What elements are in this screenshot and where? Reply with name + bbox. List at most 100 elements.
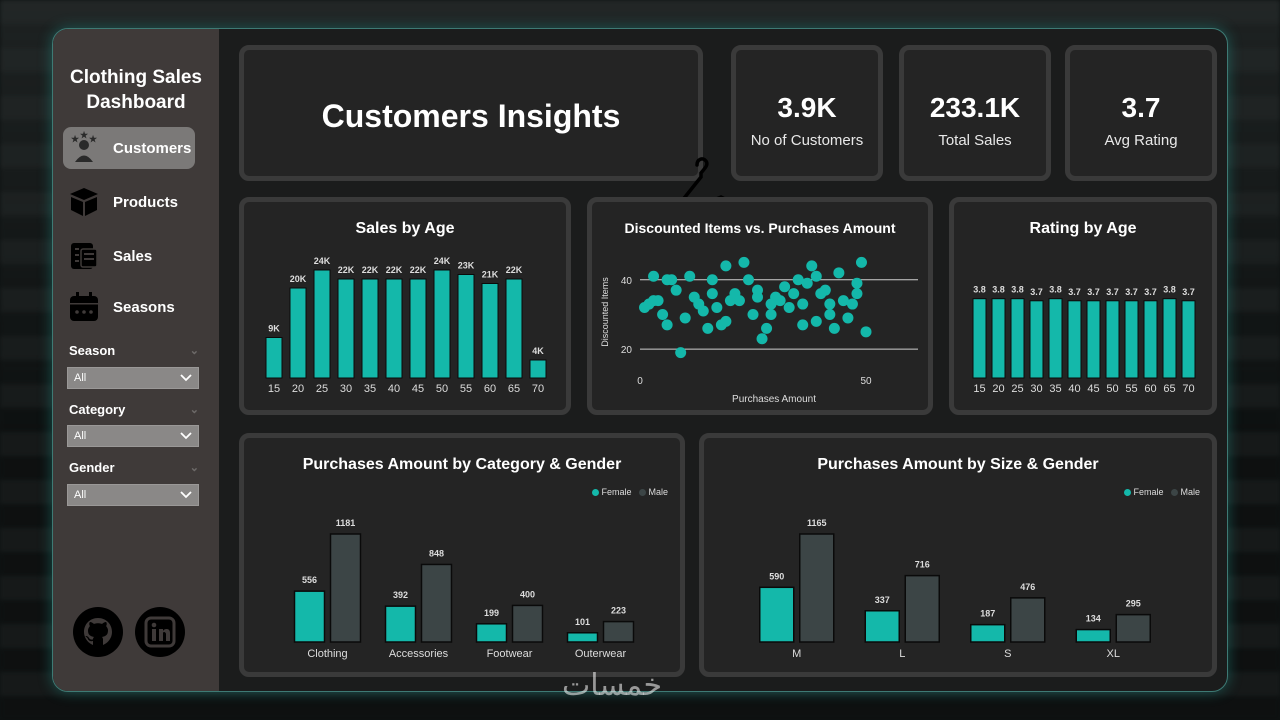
data-label: 223 <box>611 606 626 616</box>
data-label: 22K <box>506 265 523 275</box>
tick-label: 70 <box>1182 383 1194 395</box>
data-label: 400 <box>520 589 535 599</box>
bar <box>1181 300 1196 379</box>
nav-item-customers[interactable]: ★ ★ ★ Customers <box>63 127 195 169</box>
chevron-down-icon[interactable]: ⌄ <box>189 404 199 416</box>
scatter-point <box>842 312 854 324</box>
chevron-down-icon[interactable]: ⌄ <box>189 462 199 474</box>
brand-title: Clothing Sales Dashboard <box>53 65 219 115</box>
scatter-point <box>833 267 845 279</box>
data-label: 22K <box>386 265 403 275</box>
github-icon[interactable] <box>73 607 123 657</box>
scatter-point <box>810 270 822 282</box>
legend-male[interactable]: Male <box>1171 487 1200 497</box>
data-label: 295 <box>1126 599 1141 609</box>
legend-label: Female <box>601 487 632 497</box>
data-label: 3.8 <box>1163 285 1176 295</box>
chart-title: Purchases Amount by Category & Gender <box>302 456 622 473</box>
gender-select[interactable]: All <box>67 484 199 506</box>
legend-dot <box>1124 489 1132 497</box>
data-label: 101 <box>575 617 590 627</box>
data-label: 199 <box>484 608 499 618</box>
data-label: 337 <box>875 595 890 605</box>
scatter-point <box>783 302 795 314</box>
scatter-point <box>788 288 800 300</box>
bar <box>409 278 427 379</box>
kpi-label: No of Customers <box>750 132 864 149</box>
chevron-down-icon <box>180 491 192 499</box>
tick-label: 50 <box>436 383 448 395</box>
scatter-point <box>792 274 804 286</box>
scatter-point <box>860 326 872 338</box>
bar <box>1124 300 1139 379</box>
gender-select-value: All <box>74 489 87 501</box>
scatter-point <box>801 277 813 289</box>
tick-label: 20 <box>621 345 633 356</box>
tick-label: 40 <box>1068 383 1080 395</box>
tick-label: 15 <box>973 383 985 395</box>
tick-label: 35 <box>364 383 376 395</box>
nav-item-seasons[interactable]: Seasons <box>63 286 195 328</box>
bar-male <box>329 533 362 643</box>
tick-label: 45 <box>412 383 424 395</box>
tick-label: Accessories <box>389 648 449 660</box>
svg-text:★: ★ <box>89 134 98 144</box>
nav-item-sales[interactable]: Sales <box>63 235 195 277</box>
bar-male <box>904 574 940 643</box>
season-select[interactable]: All <box>67 367 199 389</box>
data-label: 187 <box>980 609 995 619</box>
tick-label: 60 <box>1144 383 1156 395</box>
filter-label-season: Season ⌄ <box>69 343 199 358</box>
nav-label-sales: Sales <box>113 247 153 265</box>
data-label: 556 <box>302 575 317 585</box>
bar <box>481 283 499 379</box>
data-label: 23K <box>458 261 475 271</box>
scatter-point <box>742 274 754 286</box>
linkedin-icon[interactable] <box>135 607 185 657</box>
bar-male <box>511 604 544 643</box>
data-label: 21K <box>482 270 499 280</box>
filter-category-text: Category <box>69 402 126 417</box>
chevron-down-icon[interactable]: ⌄ <box>189 345 199 357</box>
data-label: 1181 <box>336 518 356 528</box>
tick-label: 55 <box>1125 383 1137 395</box>
nav-item-products[interactable]: Products <box>63 181 195 223</box>
scatter-point <box>824 308 836 320</box>
filter-gender-text: Gender <box>69 460 115 475</box>
data-label: 3.8 <box>973 285 986 295</box>
bar-male <box>602 620 635 643</box>
scatter-point <box>806 260 818 272</box>
legend-label: Female <box>1133 487 1164 497</box>
svg-text:★: ★ <box>71 134 80 144</box>
kpi-card-customers: 3.9K No of Customers <box>731 45 883 181</box>
data-label: 3.8 <box>1049 285 1062 295</box>
tick-label: 70 <box>532 383 544 395</box>
rating-by-age-card: Rating by Age 3.8 15 3.8 20 3.8 25 3.7 30 3.8 35 3… <box>949 197 1217 415</box>
legend-dot <box>592 489 600 497</box>
scatter-point <box>819 284 831 296</box>
chart-title: Discounted Items vs. Purchases Amount <box>624 220 896 236</box>
legend-male[interactable]: Male <box>639 487 668 497</box>
bar <box>1086 300 1101 379</box>
data-label: 20K <box>290 274 307 284</box>
scatter-point <box>661 319 673 331</box>
data-label: 3.7 <box>1030 287 1043 297</box>
bar <box>289 287 307 379</box>
legend-dot <box>1171 489 1179 497</box>
scatter-point <box>720 315 732 327</box>
scatter-point <box>824 298 836 310</box>
legend-female[interactable]: Female <box>1124 487 1163 497</box>
scatter-point <box>648 270 660 282</box>
bar-female <box>293 590 326 643</box>
brand-line-1: Clothing Sales <box>70 67 202 88</box>
bar-female <box>864 610 900 643</box>
legend-female[interactable]: Female <box>592 487 631 497</box>
bar <box>529 359 547 379</box>
scatter-point <box>706 288 718 300</box>
tick-label: 50 <box>860 376 872 387</box>
tick-label: Outerwear <box>575 648 627 660</box>
category-select[interactable]: All <box>67 425 199 447</box>
sidebar: Clothing Sales Dashboard ★ ★ ★ Customers <box>53 29 219 691</box>
data-label: 22K <box>410 265 427 275</box>
filter-season-text: Season <box>69 343 116 358</box>
